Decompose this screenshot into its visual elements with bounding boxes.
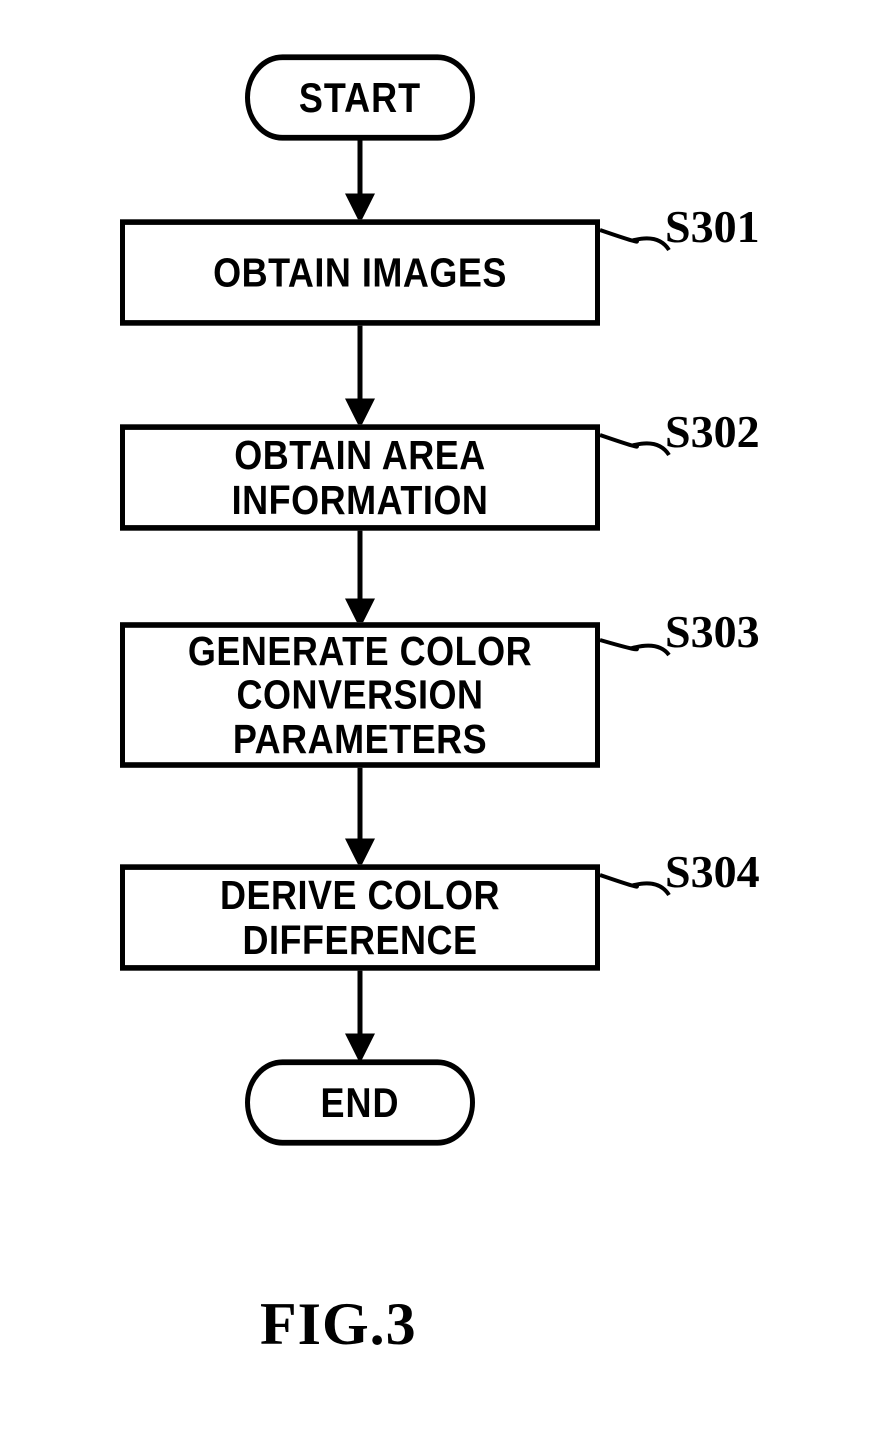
- flowchart-canvas: START OBTAIN IMAGES OBTAIN AREA INFORMATIO…: [0, 0, 870, 1450]
- process-s303: GENERATE COLORCONVERSION PARAMETERS: [120, 622, 600, 768]
- step-label-s302: S302: [665, 405, 760, 458]
- node-label: END: [320, 1078, 399, 1126]
- terminator-start: START: [245, 54, 475, 140]
- leader-s301: [600, 230, 669, 250]
- leader-s304: [600, 875, 669, 895]
- process-s304: DERIVE COLOR DIFFERENCE: [120, 864, 600, 970]
- step-label-s301: S301: [665, 200, 760, 253]
- node-label: DERIVE COLOR DIFFERENCE: [133, 873, 587, 962]
- node-label: START: [299, 73, 421, 121]
- step-label-s304: S304: [665, 845, 760, 898]
- terminator-end: END: [245, 1059, 475, 1145]
- leader-s302: [600, 435, 669, 455]
- node-label: OBTAIN IMAGES: [213, 250, 507, 294]
- process-s302: OBTAIN AREA INFORMATION: [120, 424, 600, 530]
- figure-caption: FIG.3: [260, 1290, 417, 1359]
- step-label-s303: S303: [665, 605, 760, 658]
- leader-s303: [600, 640, 669, 655]
- process-s301: OBTAIN IMAGES: [120, 219, 600, 325]
- node-label: OBTAIN AREA INFORMATION: [133, 433, 587, 522]
- node-label: GENERATE COLORCONVERSION PARAMETERS: [133, 628, 587, 761]
